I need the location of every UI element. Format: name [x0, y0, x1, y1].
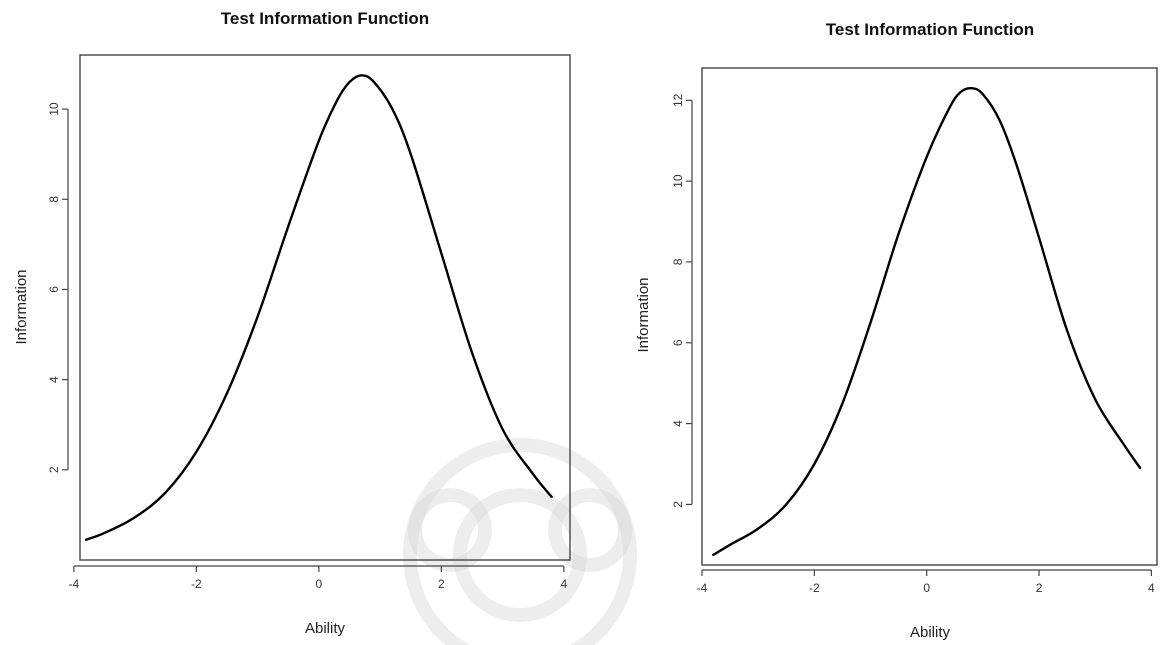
watermark-ornament — [403, 438, 637, 645]
y-tick-label: 4 — [47, 376, 61, 383]
chart-title: Test Information Function — [826, 20, 1034, 39]
y-tick-label: 8 — [671, 258, 685, 265]
y-axis: 2 4 6 8 10 12 — [671, 93, 693, 508]
y-tick-label: 10 — [47, 102, 61, 116]
x-tick-label: -2 — [809, 581, 820, 595]
x-tick-label: 4 — [561, 577, 568, 591]
x-tick-label: 0 — [316, 577, 323, 591]
x-tick-label: 4 — [1148, 581, 1155, 595]
y-tick-label: 4 — [671, 420, 685, 427]
x-axis: -4 -2 0 2 4 — [697, 569, 1155, 595]
x-tick-label: -4 — [697, 581, 708, 595]
plot-frame — [79, 54, 571, 561]
y-tick-label: 10 — [671, 174, 685, 188]
x-axis-label: Ability — [305, 620, 346, 637]
y-tick-label: 6 — [47, 286, 61, 293]
y-axis: 2 4 6 8 10 — [47, 102, 69, 473]
y-tick-label: 12 — [671, 93, 685, 107]
x-axis-label: Ability — [910, 624, 951, 641]
chart-title: Test Information Function — [221, 9, 429, 28]
y-tick-label: 2 — [47, 466, 61, 473]
y-axis-label: Information — [635, 277, 652, 352]
x-tick-label: 0 — [923, 581, 930, 595]
y-axis-label: Information — [13, 269, 30, 344]
y-tick-label: 2 — [671, 501, 685, 508]
chart-panel-left: Test Information Function 2 4 6 8 10 -4 -2 0 2 4… — [13, 9, 571, 637]
x-tick-label: 2 — [1036, 581, 1043, 595]
x-tick-label: -2 — [191, 577, 202, 591]
y-tick-label: 6 — [671, 339, 685, 346]
chart-panel-right: Test Information Function 2 4 6 8 10 12 -4 -2 0… — [635, 20, 1158, 641]
information-curve — [84, 74, 553, 541]
x-axis: -4 -2 0 2 4 — [69, 565, 568, 591]
x-tick-label: 2 — [438, 577, 445, 591]
plot-frame — [701, 67, 1158, 566]
information-curve — [712, 86, 1142, 557]
y-tick-label: 8 — [47, 196, 61, 203]
x-tick-label: -4 — [69, 577, 80, 591]
